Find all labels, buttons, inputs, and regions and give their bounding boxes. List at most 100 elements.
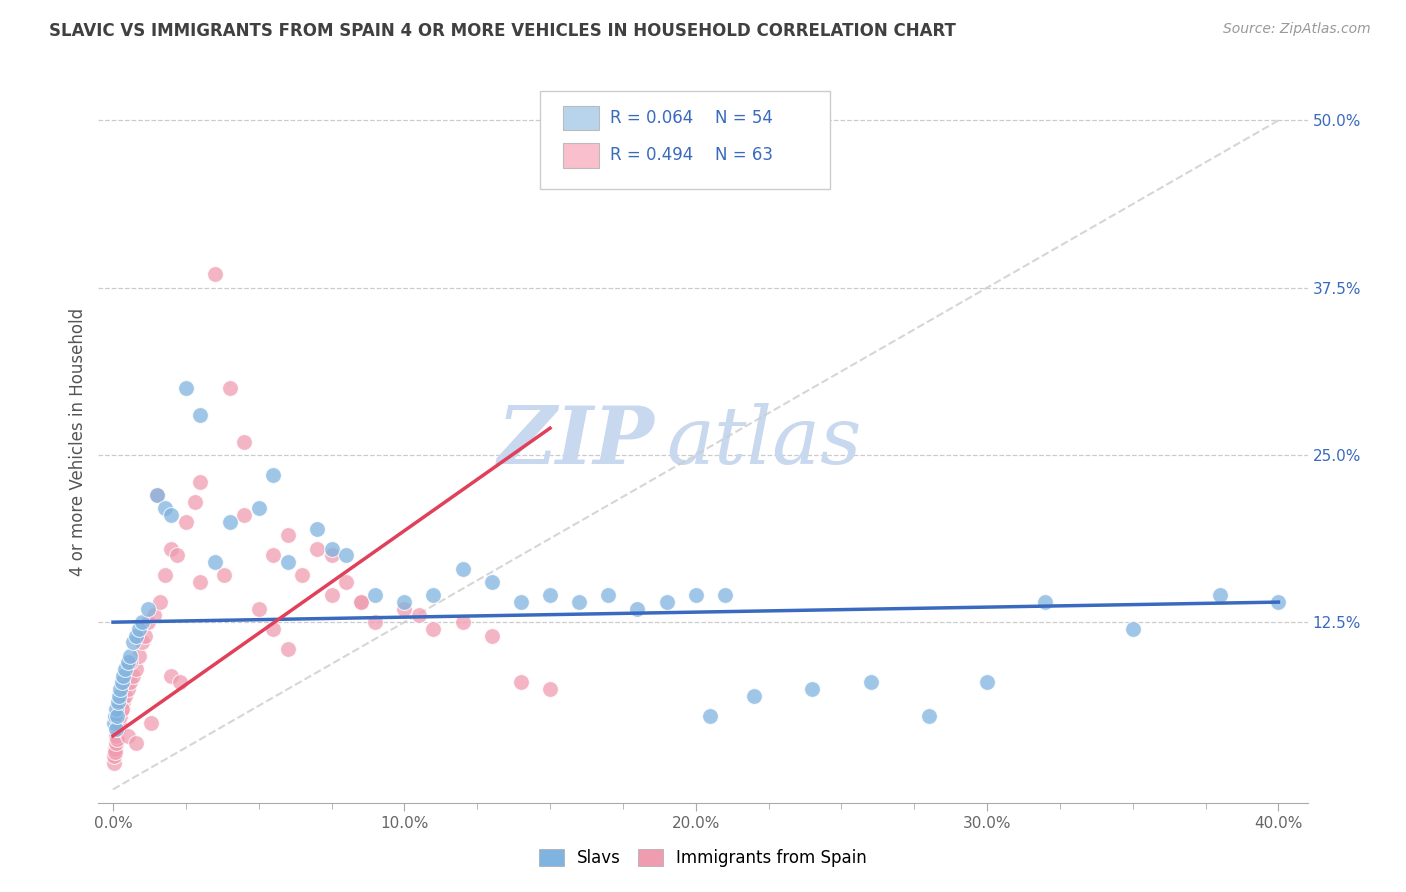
Point: [451, 615, 474, 630]
Point: [104, 723, 127, 737]
Point: [394, 602, 416, 616]
Point: [509, 595, 531, 609]
Point: [160, 669, 183, 683]
Point: [160, 541, 183, 556]
Point: [111, 702, 134, 716]
Point: [335, 548, 357, 563]
Point: [859, 675, 882, 690]
Point: [125, 662, 148, 676]
Point: [1209, 589, 1232, 603]
Point: [262, 622, 284, 636]
Point: [155, 501, 177, 516]
Point: [114, 662, 136, 676]
Point: [394, 595, 416, 609]
Point: [305, 521, 328, 535]
Point: [117, 729, 139, 743]
Point: [149, 595, 172, 609]
Point: [145, 488, 167, 502]
Point: [742, 689, 765, 703]
Text: SLAVIC VS IMMIGRANTS FROM SPAIN 4 OR MORE VEHICLES IN HOUSEHOLD CORRELATION CHAR: SLAVIC VS IMMIGRANTS FROM SPAIN 4 OR MOR…: [49, 22, 956, 40]
Point: [801, 681, 824, 696]
FancyBboxPatch shape: [540, 91, 830, 189]
Y-axis label: 4 or more Vehicles in Household: 4 or more Vehicles in Household: [69, 308, 87, 575]
Point: [169, 675, 191, 690]
Point: [190, 575, 212, 590]
Text: N = 63: N = 63: [716, 146, 773, 164]
Point: [136, 602, 159, 616]
Point: [105, 708, 128, 723]
Point: [111, 702, 134, 716]
Point: [174, 515, 197, 529]
Point: [103, 756, 125, 770]
Point: [107, 723, 129, 737]
Point: [120, 655, 142, 669]
Point: [247, 501, 270, 516]
Point: [103, 749, 125, 764]
Point: [277, 555, 299, 569]
Point: [131, 635, 153, 649]
Point: [422, 589, 444, 603]
Point: [128, 648, 150, 663]
Point: [976, 675, 998, 690]
Point: [247, 602, 270, 616]
Point: [538, 681, 561, 696]
Point: [134, 628, 156, 642]
Point: [105, 702, 128, 716]
Point: [350, 595, 373, 609]
Point: [104, 735, 127, 749]
Point: [104, 708, 127, 723]
Point: [204, 555, 226, 569]
Point: [145, 488, 167, 502]
Point: [122, 635, 145, 649]
Point: [321, 589, 343, 603]
Point: [1033, 595, 1056, 609]
Point: [626, 602, 648, 616]
Point: [122, 669, 145, 683]
FancyBboxPatch shape: [562, 105, 599, 130]
Text: atlas: atlas: [666, 403, 862, 480]
Point: [114, 689, 136, 703]
Point: [160, 508, 183, 523]
Legend: Slavs, Immigrants from Spain: Slavs, Immigrants from Spain: [533, 842, 873, 874]
Point: [111, 675, 134, 690]
Point: [335, 575, 357, 590]
Point: [1267, 595, 1289, 609]
Point: [174, 381, 197, 395]
Point: [103, 715, 125, 730]
Point: [598, 589, 620, 603]
Point: [321, 548, 343, 563]
Point: [451, 562, 474, 576]
Point: [233, 434, 256, 449]
Point: [104, 742, 127, 756]
Point: [142, 608, 165, 623]
Point: [218, 515, 240, 529]
Point: [212, 568, 235, 582]
Point: [218, 381, 240, 395]
Point: [204, 268, 226, 282]
Point: [105, 729, 128, 743]
Point: [481, 575, 503, 590]
Point: [112, 669, 135, 683]
Point: [685, 589, 707, 603]
Point: [128, 622, 150, 636]
Point: [262, 467, 284, 482]
Point: [166, 548, 188, 563]
Point: [117, 681, 139, 696]
Point: [125, 735, 148, 749]
Point: [112, 696, 135, 710]
Point: [117, 655, 139, 669]
Point: [108, 689, 131, 703]
Point: [350, 595, 373, 609]
Point: [131, 615, 153, 630]
Point: [190, 475, 212, 489]
Point: [120, 675, 142, 690]
Point: [105, 731, 128, 746]
Point: [655, 595, 678, 609]
Point: [422, 622, 444, 636]
Point: [183, 494, 205, 508]
Point: [262, 548, 284, 563]
Text: R = 0.494: R = 0.494: [610, 146, 693, 164]
Point: [305, 541, 328, 556]
Point: [155, 568, 177, 582]
Point: [481, 628, 503, 642]
